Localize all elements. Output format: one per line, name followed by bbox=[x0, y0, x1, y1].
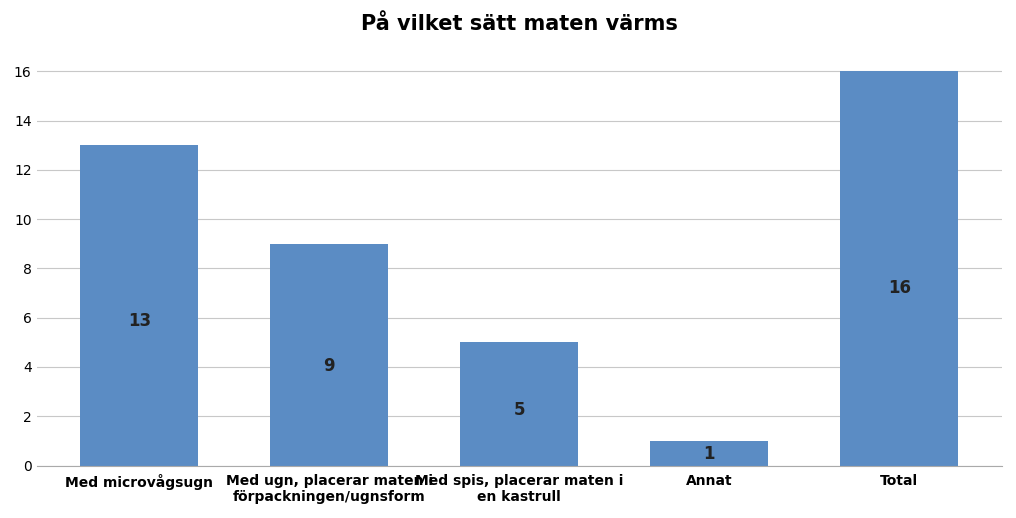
Text: 9: 9 bbox=[323, 357, 335, 375]
Title: På vilket sätt maten värms: På vilket sätt maten värms bbox=[361, 14, 678, 34]
Text: 1: 1 bbox=[703, 445, 715, 464]
Bar bbox=[840, 71, 958, 466]
Bar bbox=[270, 244, 388, 466]
Bar bbox=[460, 342, 578, 466]
Text: 16: 16 bbox=[888, 279, 910, 297]
Bar bbox=[650, 441, 768, 466]
Text: 5: 5 bbox=[513, 401, 525, 419]
Bar bbox=[80, 145, 198, 466]
Text: 13: 13 bbox=[128, 312, 150, 330]
